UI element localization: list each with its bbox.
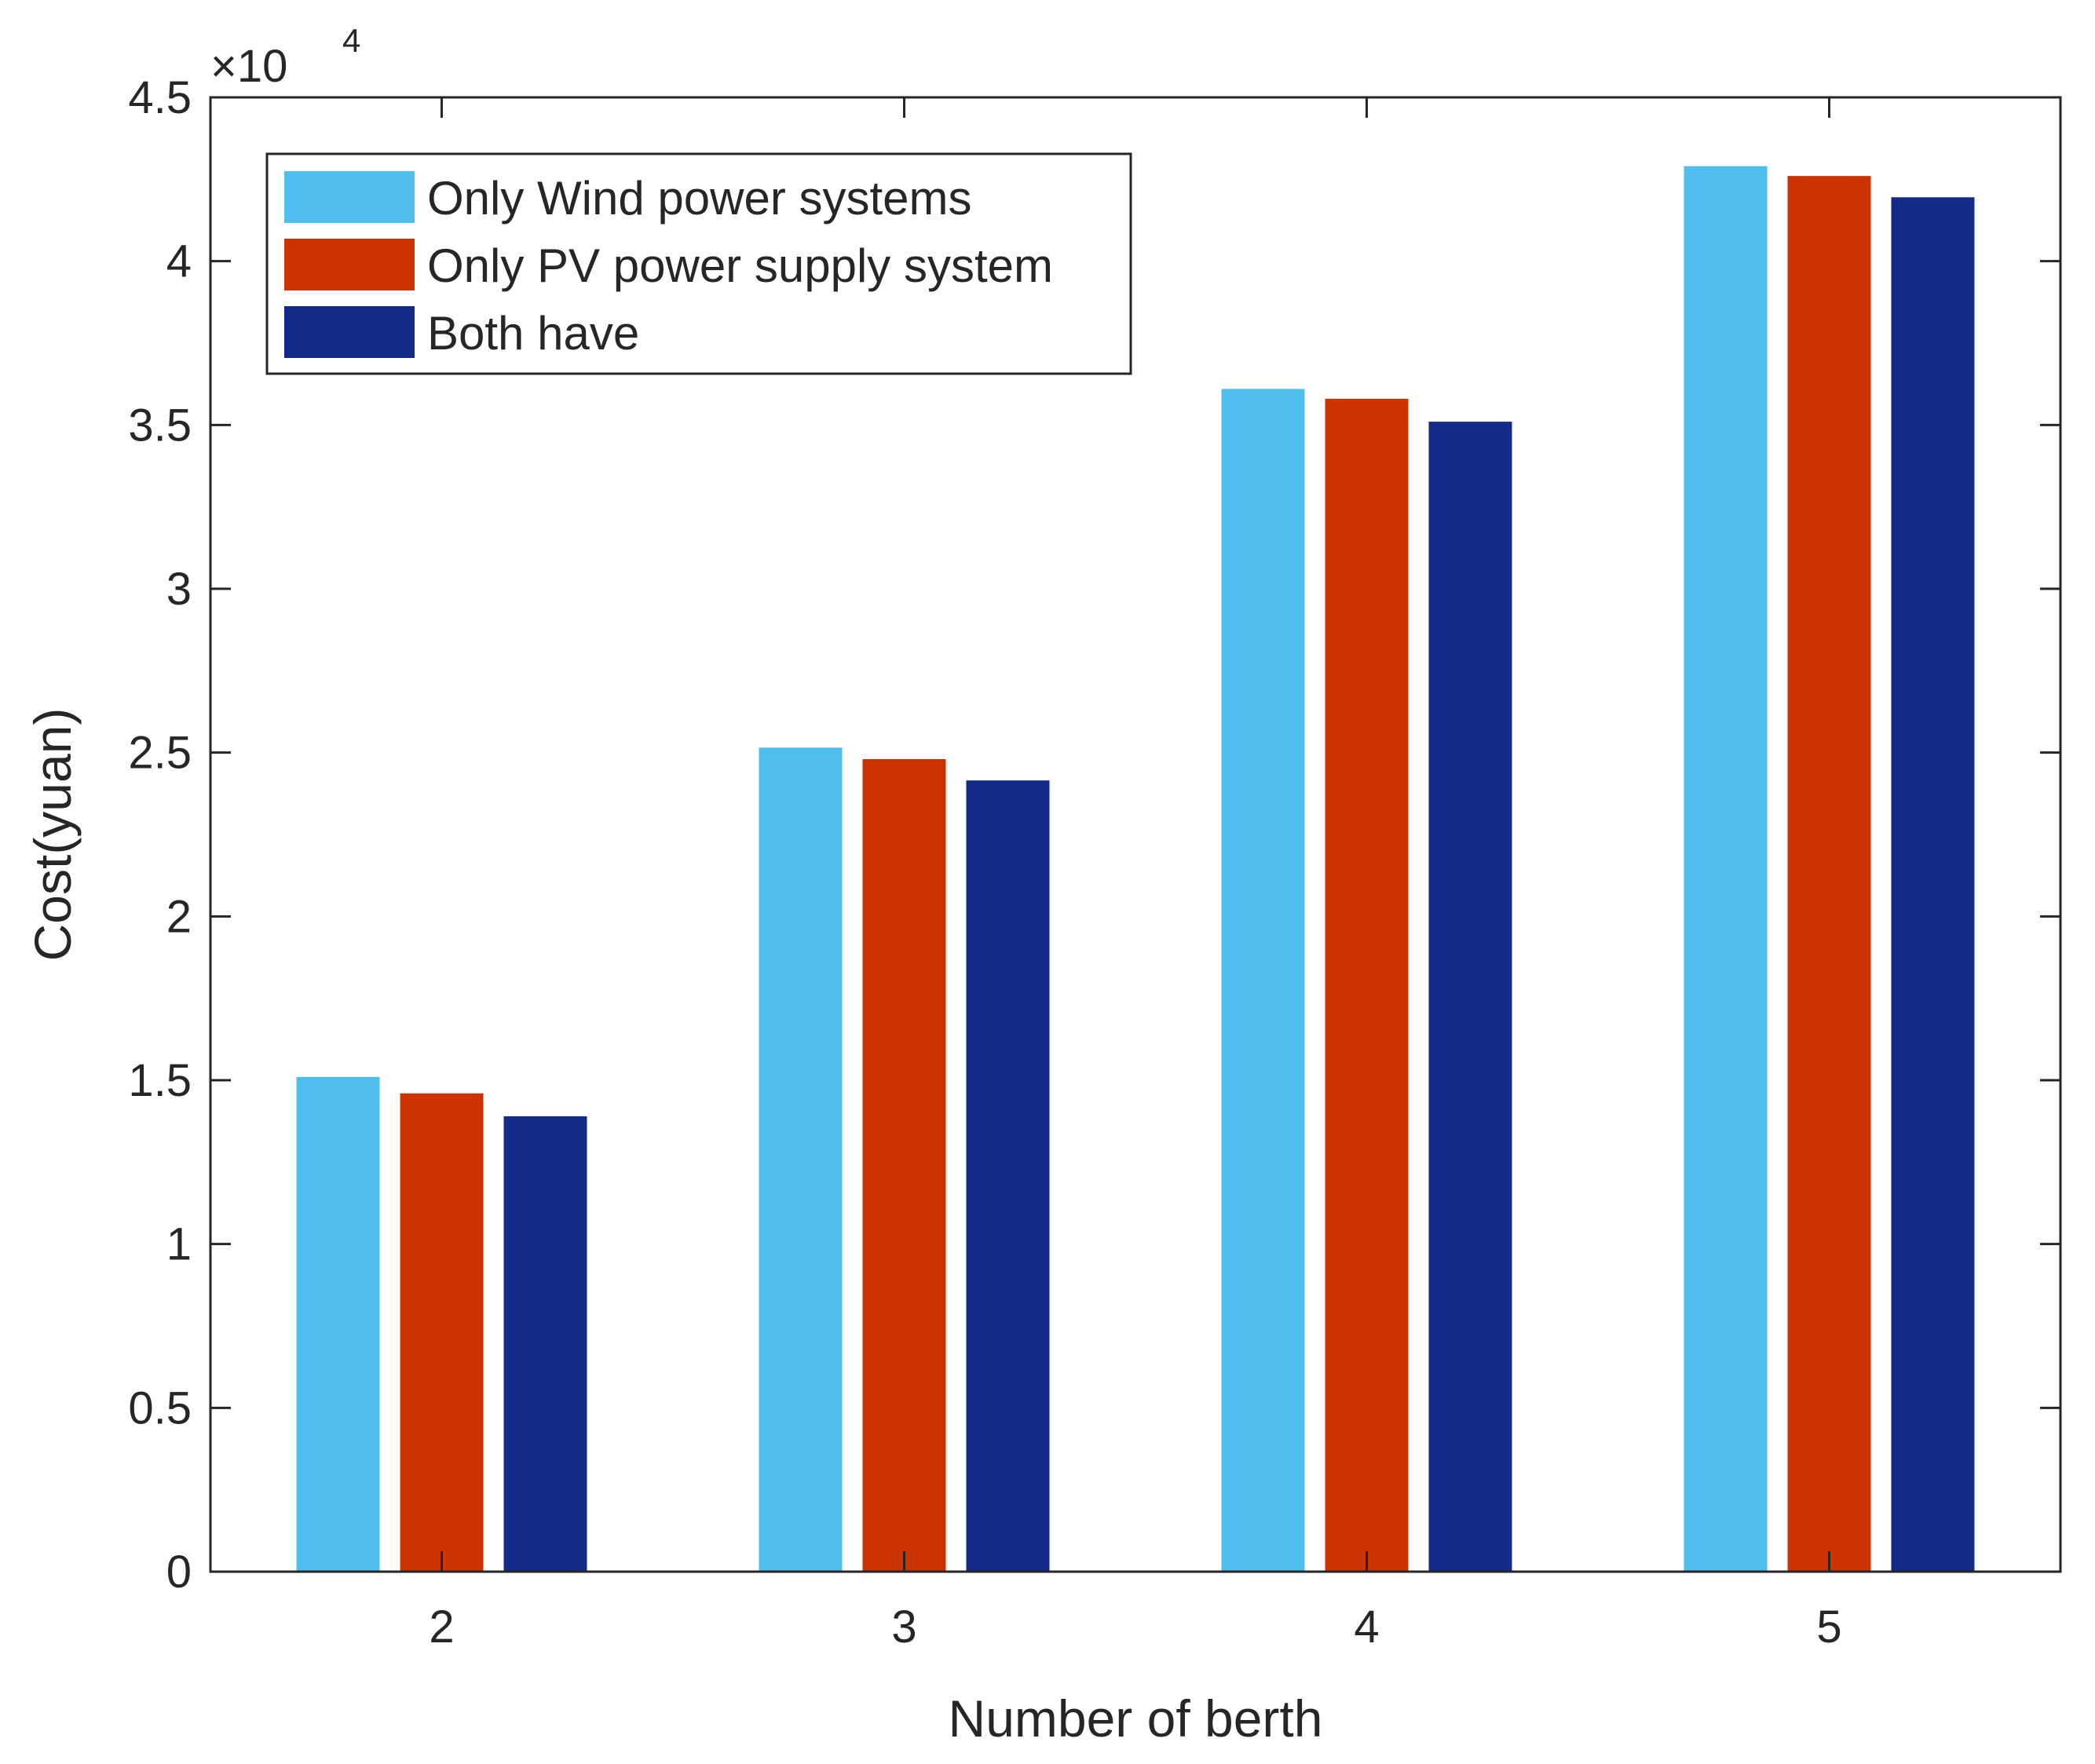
bars-layer: [296, 166, 1975, 1572]
y-tick-label: 0.5: [128, 1382, 192, 1433]
bar-2-4: [1325, 398, 1409, 1572]
y-tick-label: 3.5: [128, 400, 192, 451]
plot-frame: [209, 96, 2062, 1573]
bar-3-4: [1428, 422, 1512, 1572]
legend-label-1: Only Wind power systems: [427, 172, 972, 225]
bar-1-5: [1684, 166, 1768, 1572]
bar-2-2: [400, 1093, 484, 1572]
bar-1-3: [759, 747, 843, 1572]
y-tick-label: 4.5: [128, 72, 192, 123]
legend-label-3: Both have: [427, 307, 639, 360]
y-tick-label: 2: [166, 891, 192, 942]
y-tick-label: 2.5: [128, 728, 192, 779]
bar-2-3: [862, 759, 946, 1572]
bar-1-4: [1221, 389, 1305, 1572]
axes-layer: 0 0.5 1 1.5 2 2.5 3 3.5 4 4.5 2 3 4 5 Number of berth C…: [24, 22, 2062, 1748]
x-tick-label: 4: [1354, 1601, 1379, 1653]
x-axis-label: Number of berth: [949, 1689, 1323, 1748]
y-multiplier-exponent: 4: [342, 22, 360, 59]
y-tick-label: 1.5: [128, 1055, 192, 1106]
legend-swatch-2: [284, 239, 415, 290]
legend: Only Wind power systems Only PV power sup…: [265, 152, 1132, 375]
legend-swatch-3: [284, 306, 415, 358]
y-tick-label: 3: [166, 564, 192, 615]
legend-swatch-1: [284, 171, 415, 223]
y-multiplier-label: ×10: [210, 41, 287, 92]
bar-3-5: [1891, 197, 1975, 1572]
y-tick-label: 1: [166, 1219, 192, 1270]
bar-2-5: [1787, 176, 1871, 1572]
bar-3-2: [503, 1116, 587, 1572]
x-tick-label: 5: [1816, 1601, 1841, 1653]
y-axis-label: Cost(yuan): [24, 708, 82, 962]
bar-3-3: [966, 780, 1050, 1572]
bar-1-2: [296, 1076, 380, 1572]
y-tick-label: 4: [166, 236, 192, 287]
x-tick-label: 2: [429, 1601, 454, 1653]
y-tick-label: 0: [166, 1547, 192, 1598]
x-tick-label: 3: [891, 1601, 916, 1653]
legend-label-2: Only PV power supply system: [427, 239, 1053, 292]
